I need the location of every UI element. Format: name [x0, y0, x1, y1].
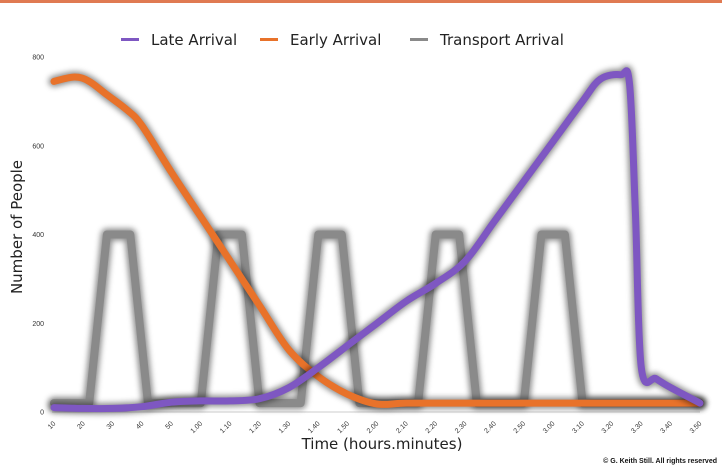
- x-axis-title: Time (hours.minutes): [301, 435, 463, 453]
- x-tick-label: 2.10: [395, 420, 410, 435]
- legend-item-early-arrival[interactable]: Early Arrival: [260, 31, 381, 49]
- x-tick-label: 2.20: [425, 420, 440, 435]
- x-tick-label: 2.30: [454, 420, 469, 435]
- y-tick-label: 600: [32, 143, 44, 150]
- x-tick-label: 1.20: [248, 420, 263, 435]
- x-tick-label: 1.00: [190, 420, 205, 435]
- y-tick-label: 0: [40, 410, 44, 417]
- y-axis-title: Number of People: [8, 160, 26, 294]
- legend-label-late-arrival: Late Arrival: [151, 31, 237, 49]
- x-tick-label: 10: [47, 420, 58, 431]
- copyright-notice: © G. Keith Still. All rights reserved: [603, 457, 717, 465]
- x-tick-label: 20: [76, 420, 87, 431]
- series-line-early-arrival: [50, 73, 704, 409]
- x-tick-label: 1.10: [219, 420, 234, 435]
- series-shadow-early-arrival: [48, 71, 706, 411]
- legend-item-transport-arrival[interactable]: Transport Arrival: [410, 31, 564, 49]
- series-line-transport-arrival: [50, 230, 704, 408]
- legend-label-transport-arrival: Transport Arrival: [439, 31, 564, 49]
- legend-item-late-arrival[interactable]: Late Arrival: [121, 31, 237, 49]
- x-tick-label: 3.30: [630, 420, 645, 435]
- series-layer: [48, 65, 706, 415]
- x-tick-label: 3.40: [659, 420, 674, 435]
- x-tick-label: 2.50: [513, 420, 528, 435]
- x-tick-label: 2.40: [483, 420, 498, 435]
- y-axis-ticks: 0 200 400 600 800: [32, 55, 44, 417]
- x-tick-label: 1.30: [278, 420, 293, 435]
- x-tick-label: 1.50: [336, 420, 351, 435]
- legend-swatch-early-arrival: [260, 38, 278, 41]
- x-tick-label: 30: [106, 420, 117, 431]
- x-tick-label: 3.50: [689, 420, 704, 435]
- x-tick-label: 40: [135, 420, 146, 431]
- x-tick-label: 2.00: [366, 420, 381, 435]
- legend-swatch-transport-arrival: [410, 38, 428, 41]
- series-shadow-late-arrival: [48, 65, 706, 415]
- x-tick-label: 3.20: [601, 420, 616, 435]
- x-tick-label: 1.40: [307, 420, 322, 435]
- y-tick-label: 800: [32, 55, 44, 62]
- x-tick-label: 3.00: [542, 420, 557, 435]
- top-rule: [0, 0, 722, 3]
- legend: Late Arrival Early Arrival Transport Arr…: [121, 31, 564, 49]
- legend-swatch-late-arrival: [121, 38, 139, 41]
- legend-label-early-arrival: Early Arrival: [290, 31, 381, 49]
- x-tick-label: 50: [164, 420, 175, 431]
- y-tick-label: 400: [32, 232, 44, 239]
- x-tick-label: 3.10: [571, 420, 586, 435]
- series-line-late-arrival: [50, 67, 704, 413]
- x-axis-ticks: 10 20 30 40 50 1.00 1.10 1.20 1.30 1.40 1.50 2.00 2.…: [47, 420, 704, 435]
- y-tick-label: 200: [32, 321, 44, 328]
